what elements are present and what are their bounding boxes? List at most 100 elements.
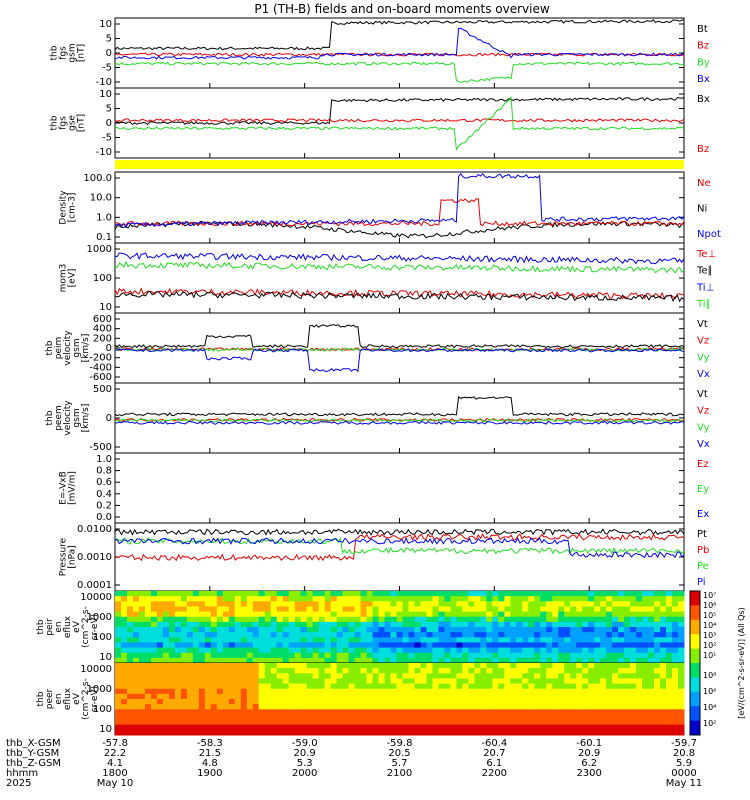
spectrogram-cell — [426, 668, 433, 674]
spectrogram-cell — [150, 621, 158, 628]
spectrogram-cell — [174, 632, 182, 638]
spectrogram-cell — [336, 719, 344, 726]
spectrogram-cell — [312, 663, 320, 669]
spectrogram-cell — [216, 688, 224, 695]
spectrogram-cell — [282, 714, 290, 721]
spectrogram-cell — [396, 714, 403, 721]
spectrogram-cell — [408, 596, 415, 602]
spectrogram-cell — [246, 642, 254, 649]
spectrogram-cell — [582, 668, 589, 674]
spectrogram-cell — [444, 693, 451, 700]
spectrogram-cell — [204, 683, 212, 690]
spectrogram-cell — [198, 678, 206, 685]
spectrogram-cell — [420, 647, 427, 654]
spectrogram-cell — [198, 699, 206, 705]
spectrogram-cell — [492, 673, 499, 679]
spectrogram-cell — [336, 704, 344, 710]
y-tick-label: 0 — [106, 413, 112, 424]
spectrogram-cell — [384, 699, 392, 705]
spectrogram-cell — [324, 663, 332, 669]
spectrogram-cell — [318, 678, 326, 685]
spectrogram-cell — [372, 729, 380, 736]
spectrogram-cell — [474, 611, 481, 618]
spectrogram-cell — [546, 606, 553, 613]
spectrogram-cell — [168, 601, 176, 607]
spectrogram-cell — [204, 678, 212, 685]
spectrogram-cell — [306, 591, 314, 597]
spectrogram-cell — [486, 601, 493, 607]
spectrogram-cell — [606, 683, 613, 690]
footer-value: 20.8 — [673, 748, 695, 759]
spectrogram-cell — [390, 704, 398, 710]
spectrogram-cell — [408, 678, 415, 685]
spectrogram-cell — [126, 729, 134, 736]
spectrogram-cell — [432, 601, 439, 607]
spectrogram-cell — [288, 683, 296, 690]
spectrogram-cell — [522, 719, 529, 726]
y-axis-label-line: [nT] — [77, 114, 87, 132]
spectrogram-cell — [480, 601, 487, 607]
spectrogram-cell — [426, 704, 433, 710]
spectrogram-cell — [204, 616, 212, 623]
spectrogram-cell — [360, 688, 368, 695]
spectrogram-cell — [642, 596, 649, 602]
spectrogram-cell — [144, 688, 152, 695]
legend-Pb: Pb — [697, 545, 709, 556]
spectrogram-cell — [186, 714, 194, 721]
spectrogram-cell — [654, 714, 661, 721]
spectrogram-cell — [150, 714, 158, 721]
spectrogram-cell — [138, 668, 146, 674]
colorbar-swatch — [690, 648, 700, 657]
spectrogram-cell — [396, 652, 403, 659]
spectrogram-cell — [246, 621, 254, 628]
spectrogram-cell — [516, 699, 523, 705]
spectrogram-cell — [276, 724, 284, 731]
spectrogram-cell — [366, 704, 374, 710]
spectrogram-cell — [162, 627, 170, 633]
spectrogram-cell — [450, 601, 457, 607]
spectrogram-cell — [330, 699, 338, 705]
spectrogram-cell — [432, 704, 439, 710]
spectrogram-cell — [666, 632, 673, 638]
spectrogram-cell — [324, 688, 332, 695]
y-tick-label: 0.1 — [96, 232, 112, 243]
spectrogram-cell — [624, 683, 631, 690]
spectrogram-cell — [498, 611, 505, 618]
spectrogram-cell — [564, 693, 571, 700]
spectrogram-cell — [210, 616, 218, 623]
spectrogram-cell — [300, 611, 308, 618]
spectrogram-cell — [312, 719, 320, 726]
spectrogram-cell — [492, 693, 499, 700]
spectrogram-cell — [570, 683, 577, 690]
spectrogram-cell — [462, 616, 469, 623]
spectrogram-cell — [504, 729, 511, 736]
spectrogram-cell — [414, 668, 421, 674]
spectrogram-cell — [654, 673, 661, 679]
spectrogram-cell — [606, 693, 613, 700]
spectrogram-cell — [162, 647, 170, 654]
spectrogram-cell — [276, 621, 284, 628]
spectrogram-cell — [276, 606, 284, 613]
spectrogram-cell — [246, 699, 254, 705]
spectrogram-cell — [324, 668, 332, 674]
spectrogram-cell — [252, 719, 260, 726]
spectrogram-cell — [192, 678, 200, 685]
spectrogram-cell — [486, 606, 493, 613]
spectrogram-cell — [618, 591, 625, 597]
spectrogram-cell — [234, 729, 242, 736]
spectrogram-cell — [504, 647, 511, 654]
spectrogram-cell — [252, 601, 260, 607]
spectrogram-cell — [186, 621, 194, 628]
legend-Te⊥: Te⊥ — [696, 249, 716, 260]
spectrogram-cell — [594, 601, 601, 607]
spectrogram-cell — [330, 642, 338, 649]
spectrogram-cell — [588, 606, 595, 613]
spectrogram-cell — [636, 678, 643, 685]
spectrogram-cell — [444, 729, 451, 736]
spectrogram-cell — [672, 693, 679, 700]
spectrogram-cell — [306, 673, 314, 679]
spectrogram-cell — [498, 719, 505, 726]
spectrogram-cell — [384, 668, 392, 674]
spectrogram-cell — [462, 719, 469, 726]
spectrogram-cell — [150, 699, 158, 705]
